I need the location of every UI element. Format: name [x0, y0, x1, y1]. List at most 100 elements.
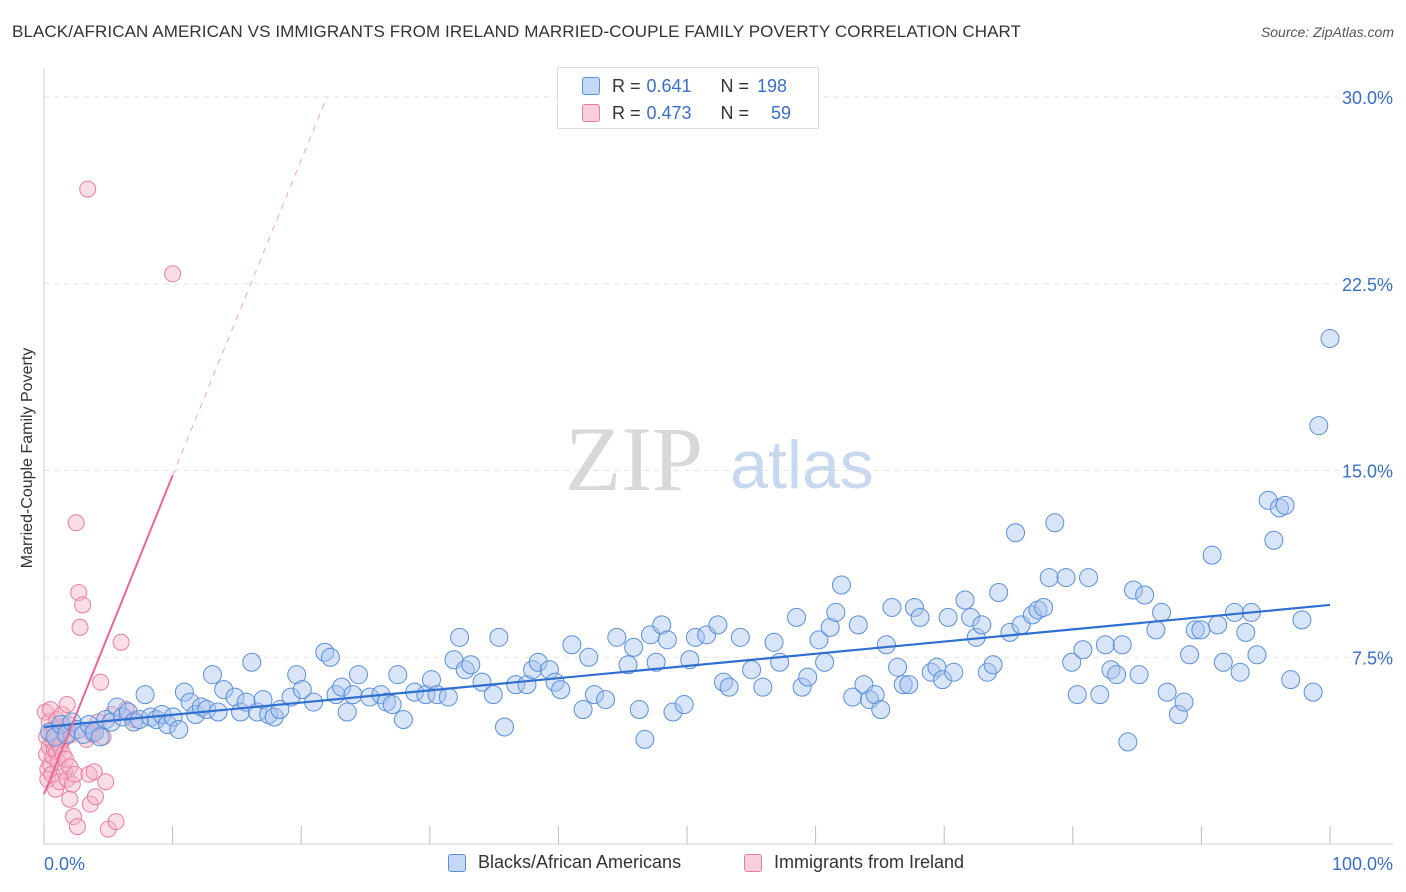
data-point-blacks	[169, 719, 189, 739]
data-point-blacks	[135, 685, 155, 705]
data-point-blacks	[674, 695, 694, 715]
y-tick-label: 22.5%	[1342, 275, 1393, 295]
data-point-ireland	[97, 773, 115, 791]
data-point-blacks	[1135, 585, 1155, 605]
data-point-ireland	[67, 514, 85, 532]
data-point-blacks	[618, 655, 638, 675]
data-point-blacks	[607, 627, 627, 647]
data-point-blacks	[764, 632, 784, 652]
data-point-ireland	[63, 775, 81, 793]
data-point-blacks	[388, 665, 408, 685]
source-label: Source: ZipAtlas.com	[1260, 24, 1394, 40]
data-point-ireland	[164, 265, 182, 283]
data-point-blacks	[753, 677, 773, 697]
data-point-blacks	[332, 677, 352, 697]
data-point-blacks	[1168, 705, 1188, 725]
chart-title: BLACK/AFRICAN AMERICAN VS IMMIGRANTS FRO…	[12, 22, 1022, 41]
data-point-blacks	[831, 575, 851, 595]
data-point-blacks	[337, 702, 357, 722]
data-point-blacks	[202, 665, 222, 685]
data-point-blacks	[292, 680, 312, 700]
data-point-blacks	[910, 607, 930, 627]
gridlines	[44, 96, 1393, 658]
data-point-blacks	[1129, 665, 1149, 685]
data-point-blacks	[1062, 652, 1082, 672]
data-point-blacks	[174, 682, 194, 702]
data-point-blacks	[1303, 682, 1323, 702]
watermark: ZIP atlas	[565, 408, 874, 510]
data-point-blacks	[197, 700, 217, 720]
data-point-blacks	[1180, 645, 1200, 665]
data-point-blacks	[421, 670, 441, 690]
data-point-blacks	[1090, 685, 1110, 705]
data-point-blacks	[1073, 640, 1093, 660]
correlation-legend: R = 0.641 N = 198 R = 0.473 N = 59	[557, 67, 819, 129]
series-legend-ireland[interactable]: Immigrants from Ireland	[744, 852, 964, 873]
data-point-blacks	[820, 617, 840, 637]
data-point-blacks	[646, 652, 666, 672]
data-point-blacks	[1247, 645, 1267, 665]
x-tick-labels: 0.0% 100.0%	[44, 854, 1393, 874]
data-point-blacks	[551, 680, 571, 700]
legend-r-label: R =	[612, 75, 641, 96]
data-point-blacks	[798, 667, 818, 687]
data-point-blacks	[792, 677, 812, 697]
data-point-blacks	[848, 615, 868, 635]
data-point-blacks	[393, 710, 413, 729]
data-point-blacks	[1123, 580, 1143, 600]
x-tick-label-max: 100.0%	[1332, 854, 1393, 874]
series-swatch-blacks	[448, 853, 466, 872]
legend-n-label: N =	[720, 75, 750, 96]
data-point-blacks	[1281, 670, 1301, 690]
data-point-blacks	[888, 657, 908, 677]
data-point-blacks	[1022, 605, 1042, 625]
data-point-ireland	[74, 596, 92, 614]
data-point-blacks	[1118, 732, 1138, 752]
data-point-blacks	[562, 635, 582, 655]
data-point-blacks	[1079, 568, 1099, 588]
data-point-blacks	[214, 680, 234, 700]
series-legend: Blacks/African Americans Immigrants from…	[0, 852, 1406, 878]
data-point-blacks	[893, 675, 913, 695]
data-point-blacks	[483, 685, 503, 705]
series-label-blacks: Blacks/African Americans	[478, 852, 682, 872]
data-point-blacks	[635, 729, 655, 749]
series-legend-blacks[interactable]: Blacks/African Americans	[448, 852, 681, 873]
data-point-blacks	[287, 665, 307, 685]
data-point-blacks	[1045, 513, 1065, 533]
data-point-blacks	[1202, 545, 1222, 565]
data-point-blacks	[685, 627, 705, 647]
y-tick-label: 15.0%	[1342, 462, 1393, 482]
data-point-blacks	[882, 597, 902, 617]
data-point-blacks	[714, 672, 734, 692]
data-point-ireland	[85, 763, 103, 781]
data-point-blacks	[163, 707, 183, 727]
data-point-blacks	[652, 615, 672, 635]
trend-line-ireland	[43, 475, 174, 795]
data-point-ireland	[68, 818, 86, 836]
data-point-blacks	[1275, 495, 1295, 515]
data-point-blacks	[787, 607, 807, 627]
data-point-ireland	[79, 180, 97, 198]
data-point-blacks	[624, 637, 644, 657]
data-point-blacks	[657, 630, 677, 650]
data-point-blacks	[972, 615, 992, 635]
data-point-blacks	[1112, 635, 1132, 655]
trend-line-blacks	[43, 603, 1331, 729]
legend-r-value: 0.473	[646, 102, 692, 123]
trend-line-ireland-extension	[172, 96, 328, 476]
data-point-blacks	[955, 590, 975, 610]
data-point-blacks	[944, 662, 964, 682]
data-point-blacks	[118, 702, 138, 722]
data-point-blacks	[865, 685, 885, 705]
data-point-ireland	[65, 808, 83, 826]
data-point-blacks	[1320, 329, 1340, 349]
data-point-blacks	[983, 655, 1003, 675]
data-point-blacks	[742, 660, 762, 680]
data-point-blacks	[180, 692, 200, 712]
data-point-blacks	[1157, 682, 1177, 702]
data-point-blacks	[281, 687, 301, 707]
ireland-points	[36, 180, 182, 838]
data-point-blacks	[730, 627, 750, 647]
